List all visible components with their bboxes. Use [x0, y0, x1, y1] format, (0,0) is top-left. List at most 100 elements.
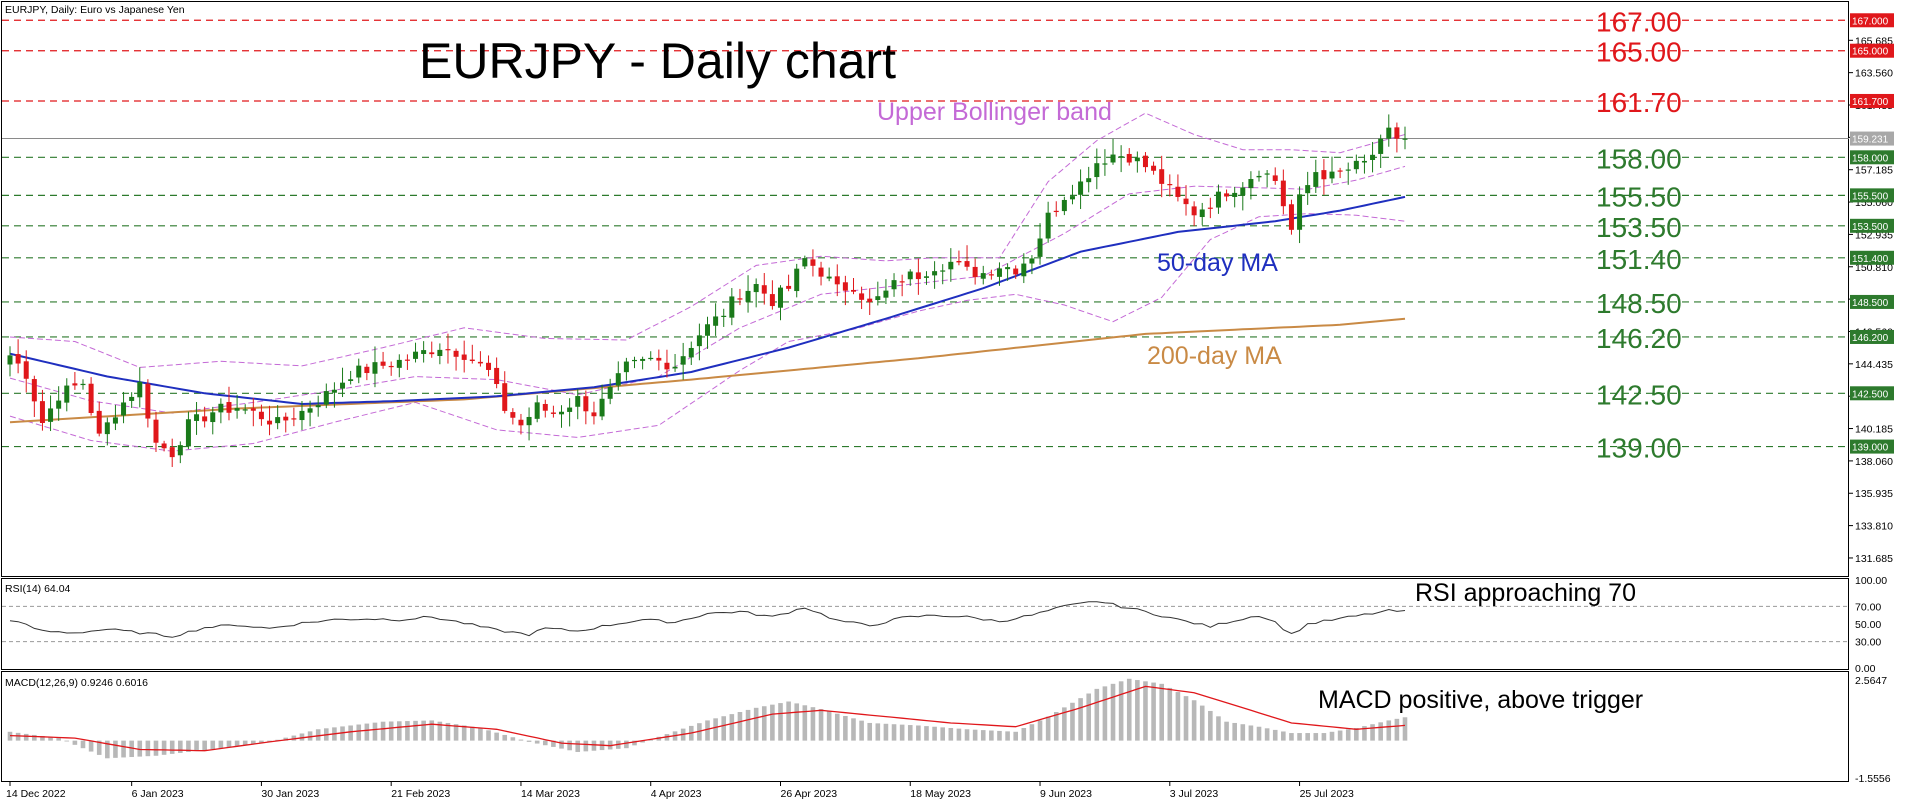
macd-bar [826, 711, 832, 741]
candle-body [534, 402, 540, 419]
candle-body [307, 408, 313, 413]
candle-body [1086, 178, 1092, 183]
macd-bar [851, 718, 856, 741]
macd-bar [591, 740, 597, 751]
candle-body [948, 261, 954, 270]
macd-bar [632, 740, 637, 746]
candle-body [786, 285, 792, 289]
date-tick-label: 30 Jan 2023 [261, 788, 319, 800]
candle-body [656, 357, 662, 361]
level-tag-146.20: 146.200 [1852, 333, 1889, 344]
candle-body [380, 361, 386, 366]
macd-bar [1102, 686, 1108, 741]
macd-bar [875, 723, 881, 741]
ma50-line [9, 195, 1406, 406]
candle-body [980, 273, 986, 279]
candle-body [137, 381, 143, 398]
macd-bar [737, 712, 743, 741]
price-tick-label: 140.185 [1855, 424, 1893, 436]
macd-bar [194, 740, 199, 752]
macd-bar [607, 740, 613, 750]
candle-body [859, 293, 865, 300]
candle-body [372, 362, 378, 374]
macd-bar [1216, 716, 1221, 741]
macd-bar [469, 726, 475, 741]
candle-body [1370, 154, 1376, 160]
candle-body [258, 411, 264, 420]
macd-bar [518, 739, 524, 741]
level-tag-139.00: 139.000 [1852, 443, 1889, 454]
candle-body [453, 350, 459, 357]
level-tag-151.40: 151.400 [1852, 254, 1889, 265]
candle-body [567, 407, 573, 412]
macd-bar [1086, 693, 1091, 741]
candle-body [1313, 172, 1319, 187]
chart-header: EURJPY, Daily: Euro vs Japanese Yen [5, 4, 185, 16]
date-tick-label: 14 Mar 2023 [521, 788, 580, 800]
level-tag-bg-142.50 [1850, 386, 1894, 401]
candle-body [169, 447, 175, 458]
macd-bar [1378, 722, 1383, 741]
macd-bar [1370, 724, 1375, 741]
candle-body [850, 289, 856, 292]
candle-body [1232, 192, 1238, 197]
candle-body [437, 349, 443, 357]
candle-body [1029, 258, 1035, 264]
candle-body [1175, 186, 1181, 197]
candle-body [299, 410, 305, 421]
candle-body [1256, 175, 1262, 178]
macd-bar [372, 722, 378, 741]
macd-bar [251, 740, 256, 744]
macd-bar [559, 740, 564, 749]
candle-body [1224, 193, 1230, 197]
macd-bar [843, 716, 848, 741]
macd-bar [202, 740, 207, 751]
candle-body [1288, 204, 1294, 230]
candle-body [210, 412, 216, 423]
macd-bar [1053, 712, 1059, 741]
macd-bar [697, 723, 702, 741]
candle-body [250, 408, 256, 411]
macd-bar [624, 740, 629, 749]
bollinger-upper-band [9, 112, 1406, 368]
candle-body [729, 296, 735, 318]
candle-body [1183, 198, 1189, 205]
rsi-series: 100.00 70.00 50.00 30.00 0.00 [2, 575, 1887, 675]
macd-bar [80, 740, 86, 749]
macd-bar [948, 728, 954, 741]
macd-bar [105, 740, 110, 759]
macd-bar [1037, 720, 1043, 741]
candle-body [891, 280, 897, 290]
macd-bar [1321, 733, 1327, 741]
date-tick-label: 3 Jul 2023 [1170, 788, 1219, 800]
candle-body [7, 355, 13, 365]
candle-body [640, 358, 646, 361]
macd-bar [307, 731, 313, 741]
macd-bar [356, 724, 362, 741]
level-label-155.50: 155.50 [1596, 181, 1682, 212]
macd-bar [1313, 733, 1319, 741]
candle-body [404, 359, 410, 361]
candle-body [194, 414, 200, 421]
candle-body [388, 365, 394, 368]
macd-bar [575, 740, 581, 752]
macd-bar [778, 703, 783, 741]
candle-body [226, 402, 232, 413]
candle-body [591, 412, 597, 417]
macd-bar [794, 703, 800, 741]
macd-bar [23, 733, 29, 741]
macd-bar [461, 725, 467, 741]
candle-body [72, 383, 78, 386]
candle-body [518, 419, 524, 426]
candle-body [915, 272, 921, 280]
candle-body [356, 365, 362, 378]
macd-bar [1345, 729, 1351, 741]
candle-body [340, 382, 346, 389]
candle-body [15, 354, 21, 364]
macd-bar [1013, 731, 1018, 741]
candle-body [56, 400, 62, 409]
candle-body [1305, 185, 1311, 194]
macd-bar [1029, 724, 1035, 741]
candle-body [429, 352, 435, 355]
macd-bar [1248, 725, 1254, 741]
